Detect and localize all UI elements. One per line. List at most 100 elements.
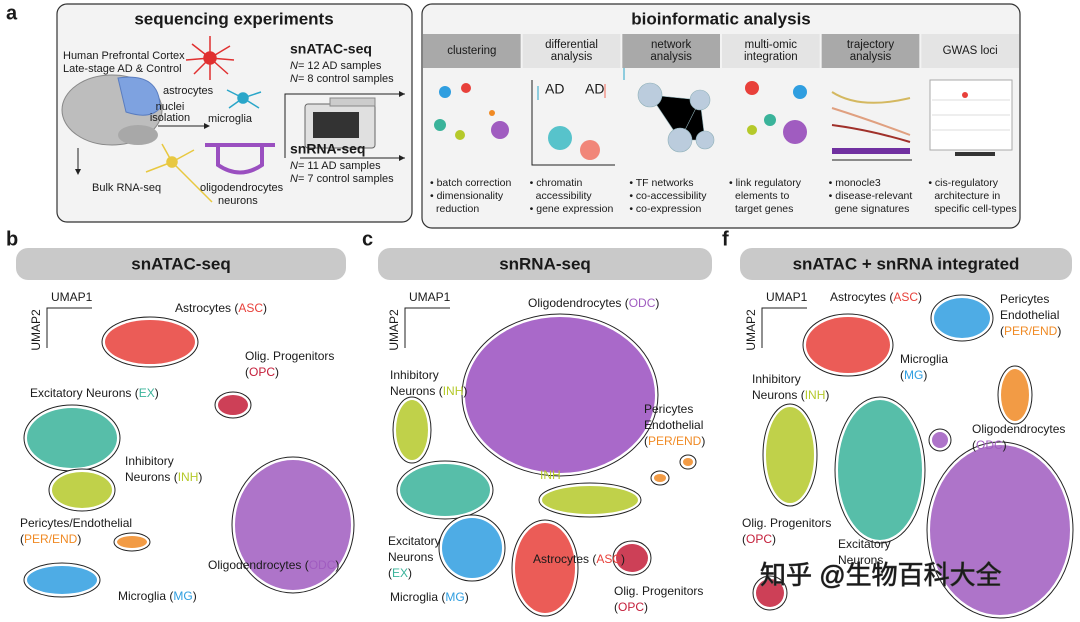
cluster-label: Inhibitory bbox=[390, 368, 439, 382]
label-text: ) bbox=[825, 388, 829, 402]
cluster-cells bbox=[542, 486, 638, 514]
cluster-label: Oligodendrocytes (ODC) bbox=[208, 558, 339, 572]
label-text: Inhibitory bbox=[752, 372, 801, 386]
label-text: ) bbox=[263, 301, 267, 315]
sample-text: = 11 AD samples bbox=[298, 160, 381, 172]
cell-illustrations bbox=[145, 36, 275, 203]
cluster-label: Neurons (INH) bbox=[390, 384, 467, 398]
label-text: ( bbox=[614, 600, 618, 614]
cluster-cells bbox=[838, 400, 922, 540]
bullet-text: • co-expression bbox=[629, 203, 701, 215]
panel-title: snRNA-seq bbox=[499, 254, 591, 273]
label-text: Olig. Progenitors bbox=[245, 349, 334, 363]
label-text: ( bbox=[742, 532, 746, 546]
bullet-text: specific cell-types bbox=[934, 203, 1016, 215]
cluster-label: INH bbox=[540, 468, 561, 482]
bullet-text: reduction bbox=[436, 203, 479, 215]
column-header: GWAS loci bbox=[943, 45, 998, 57]
cluster-label: (OPC) bbox=[245, 365, 279, 379]
cluster-label: Excitatory bbox=[838, 537, 891, 551]
column-header-bg bbox=[522, 34, 621, 68]
cluster-label: (ODC) bbox=[972, 438, 1007, 452]
cluster-label: Olig. Progenitors bbox=[614, 584, 703, 598]
cluster-label: Microglia bbox=[900, 352, 948, 366]
cluster-label: Oligodendrocytes bbox=[972, 422, 1065, 436]
column-header: integration bbox=[744, 51, 798, 63]
label-abbr: ASC bbox=[893, 290, 918, 304]
cluster-cells bbox=[400, 464, 490, 516]
cluster-label: Neurons (INH) bbox=[125, 470, 202, 484]
label-abbr: MG bbox=[173, 589, 192, 603]
label-text: Pericytes/Endothelial bbox=[20, 516, 132, 530]
label-abbr: OPC bbox=[249, 365, 275, 379]
label-text: Microglia ( bbox=[390, 590, 445, 604]
column-header: analysis bbox=[650, 51, 692, 63]
axis-label: UMAP1 bbox=[51, 290, 93, 304]
label-abbr: PER/END bbox=[648, 434, 702, 448]
label-abbr: INH bbox=[805, 388, 826, 402]
label-text: Microglia bbox=[900, 352, 948, 366]
label-abbr: ODC bbox=[309, 558, 336, 572]
label-abbr: INH bbox=[540, 468, 561, 482]
cluster-label: (PER/END) bbox=[1000, 324, 1061, 338]
box-title: bioinformatic analysis bbox=[631, 9, 811, 28]
assay-name: snRNA-seq bbox=[290, 141, 365, 157]
cluster-label: Neurons bbox=[388, 550, 433, 564]
label-text: ( bbox=[644, 434, 648, 448]
cluster-label: (PER/END) bbox=[20, 532, 81, 546]
label-text: ) bbox=[1003, 438, 1007, 452]
label-abbr: MG bbox=[904, 368, 923, 382]
bullet-text: • monocle3 bbox=[829, 177, 881, 189]
cluster-cells bbox=[396, 400, 428, 460]
sample-n: N bbox=[290, 160, 298, 172]
cluster-cells bbox=[932, 432, 948, 448]
label-text: ) bbox=[465, 590, 469, 604]
label-text: ) bbox=[335, 558, 339, 572]
cluster-cells bbox=[117, 536, 147, 548]
label-abbr: ODC bbox=[629, 296, 656, 310]
cluster-label: (PER/END) bbox=[644, 434, 705, 448]
axis-arrows bbox=[46, 307, 92, 348]
label-abbr: ASC bbox=[238, 301, 263, 315]
label-text: ( bbox=[20, 532, 24, 546]
label-text: ) bbox=[275, 365, 279, 379]
label-text: Excitatory bbox=[388, 534, 441, 548]
panel-title: snATAC + snRNA integrated bbox=[793, 254, 1020, 273]
bullet-text: accessibility bbox=[536, 190, 593, 202]
panel-label: f bbox=[722, 228, 729, 250]
label-text: Pericytes bbox=[1000, 292, 1049, 306]
label-text: Astrocytes ( bbox=[830, 290, 893, 304]
cluster-cells bbox=[756, 579, 784, 607]
column-header: differential bbox=[545, 39, 598, 51]
panel-title: snATAC-seq bbox=[131, 254, 231, 273]
label-text: ) bbox=[155, 386, 159, 400]
cell-label: oligodendrocytes bbox=[200, 182, 284, 194]
label-text: ) bbox=[1057, 324, 1061, 338]
bullet-text: • batch correction bbox=[430, 177, 511, 189]
box-title: sequencing experiments bbox=[134, 9, 333, 28]
brain-illustration bbox=[61, 74, 210, 175]
label-text: Inhibitory bbox=[125, 454, 174, 468]
label-text: Endothelial bbox=[644, 418, 703, 432]
watermark: 知乎 @生物百科大全 bbox=[760, 560, 1002, 590]
axis-arrows bbox=[404, 307, 450, 348]
label-abbr: EX bbox=[139, 386, 155, 400]
sample-text: = 12 AD samples bbox=[298, 60, 382, 72]
label-text: Oligodendrocytes bbox=[972, 422, 1065, 436]
sample-text: = 7 control samples bbox=[298, 173, 394, 185]
column-header: analysis bbox=[551, 51, 593, 63]
axis-label: UMAP2 bbox=[29, 309, 43, 351]
bullet-text: • dimensionality bbox=[430, 190, 504, 202]
label-text: ) bbox=[644, 600, 648, 614]
label-text: ) bbox=[918, 290, 922, 304]
cluster-cells bbox=[683, 458, 693, 466]
axis-label: UMAP2 bbox=[387, 309, 401, 351]
label-abbr: MG bbox=[445, 590, 464, 604]
column-header-bg bbox=[921, 34, 1019, 68]
label-text: Olig. Progenitors bbox=[742, 516, 831, 530]
cluster-cells bbox=[105, 320, 195, 364]
label-text: ) bbox=[198, 470, 202, 484]
bullet-text: • TF networks bbox=[629, 177, 693, 189]
sample-n: N bbox=[290, 73, 298, 85]
